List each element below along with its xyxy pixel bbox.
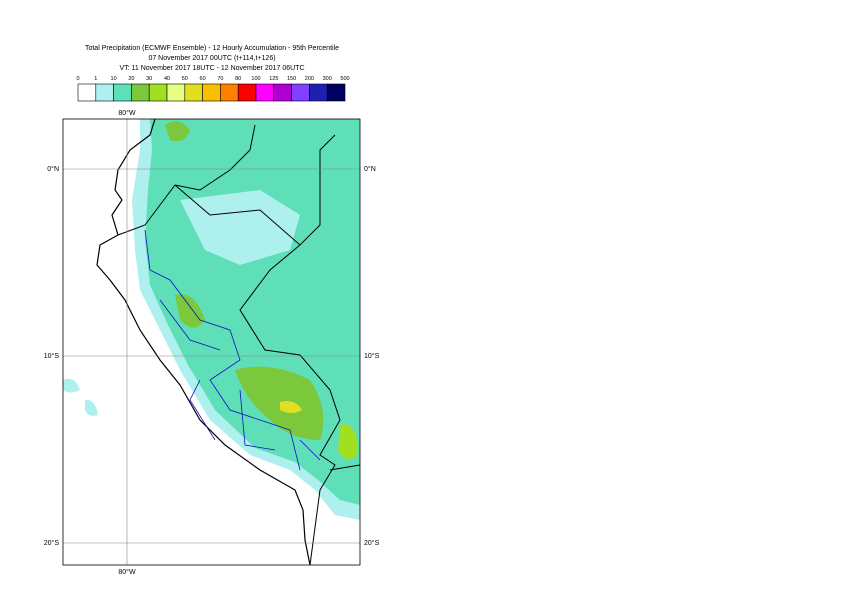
legend-label: 60 xyxy=(200,76,206,82)
legend-label: 10 xyxy=(111,76,117,82)
lat-label: 10°S xyxy=(44,352,60,360)
legend-swatch xyxy=(166,83,186,102)
precip-heavy xyxy=(165,121,190,142)
lon-label: 80°W xyxy=(118,568,136,576)
lat-label: 20°S xyxy=(44,539,60,547)
legend-swatch xyxy=(202,83,221,102)
precip-heavy xyxy=(175,294,205,328)
title-line: 07 November 2017 00UTC (t+114,t+126) xyxy=(148,55,275,62)
legend-swatch xyxy=(184,83,203,102)
region-border xyxy=(144,229,321,471)
legend-label: 50 xyxy=(182,76,188,82)
legend-swatch xyxy=(77,83,97,102)
legend-swatch xyxy=(309,83,328,102)
country-border xyxy=(117,124,361,566)
legend-label: 125 xyxy=(269,76,278,82)
legend-swatch xyxy=(131,83,150,102)
legend-label: 70 xyxy=(217,76,223,82)
precip-heavy xyxy=(338,424,358,459)
map-frame xyxy=(62,118,361,566)
legend-label: 80 xyxy=(235,76,241,82)
lat-label: 10°S xyxy=(364,352,380,360)
precip-light-patch xyxy=(180,190,300,265)
legend-label: 150 xyxy=(287,76,296,82)
legend-label: 0 xyxy=(76,76,79,82)
legend-swatch xyxy=(148,83,168,102)
legend-label: 20 xyxy=(128,76,134,82)
map xyxy=(62,118,361,566)
lat-label: 0°N xyxy=(47,165,59,173)
title-line: VT: 11 November 2017 18UTC - 12 November… xyxy=(119,65,304,72)
legend-swatch xyxy=(237,83,257,102)
legend-swatch xyxy=(255,83,275,102)
precip-heavy xyxy=(235,366,324,440)
lat-label: 20°S xyxy=(364,539,380,547)
legend-label: 30 xyxy=(146,76,152,82)
coastline xyxy=(96,118,311,566)
legend-label: 1 xyxy=(94,76,97,82)
title-line: Total Precipitation (ECMWF Ensemble) - 1… xyxy=(85,45,339,52)
legend-swatch xyxy=(95,83,114,102)
legend-label: 40 xyxy=(164,76,170,82)
sea-patch xyxy=(63,378,98,416)
legend-label: 100 xyxy=(251,76,260,82)
legend-label: 200 xyxy=(305,76,314,82)
legend-label: 300 xyxy=(323,76,332,82)
legend-swatch xyxy=(273,83,292,102)
legend-swatch xyxy=(291,83,310,102)
legend-swatch xyxy=(326,83,346,102)
legend-swatch xyxy=(220,83,239,102)
legend: 0 1 10 20 30 40 50 60 70 80 100 125 150 200 300 500 xyxy=(76,76,350,102)
lon-label: 80°W xyxy=(118,109,136,117)
precip-peak xyxy=(280,401,302,413)
legend-label: 500 xyxy=(340,76,349,82)
lat-label: 0°N xyxy=(364,165,376,173)
legend-swatch xyxy=(113,83,132,102)
